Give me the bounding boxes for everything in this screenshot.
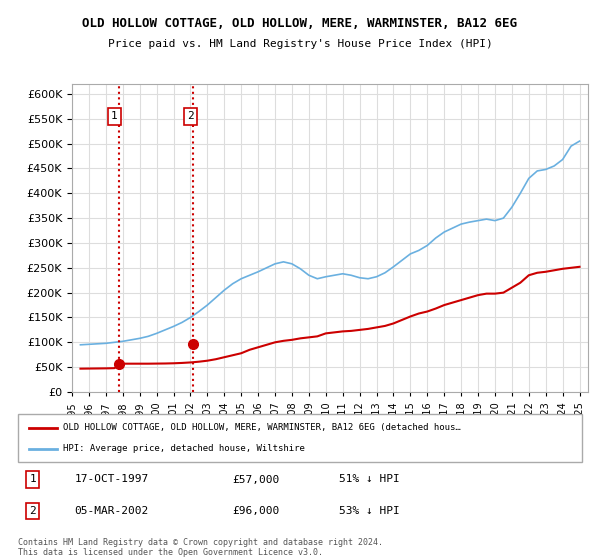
Text: 1: 1 [111, 111, 118, 122]
Text: 2: 2 [29, 506, 36, 516]
Text: 2: 2 [187, 111, 194, 122]
Text: 05-MAR-2002: 05-MAR-2002 [74, 506, 149, 516]
Text: 53% ↓ HPI: 53% ↓ HPI [340, 506, 400, 516]
Text: Price paid vs. HM Land Registry's House Price Index (HPI): Price paid vs. HM Land Registry's House … [107, 39, 493, 49]
Text: OLD HOLLOW COTTAGE, OLD HOLLOW, MERE, WARMINSTER, BA12 6EG: OLD HOLLOW COTTAGE, OLD HOLLOW, MERE, WA… [83, 17, 517, 30]
Text: OLD HOLLOW COTTAGE, OLD HOLLOW, MERE, WARMINSTER, BA12 6EG (detached hous…: OLD HOLLOW COTTAGE, OLD HOLLOW, MERE, WA… [63, 423, 461, 432]
Text: £57,000: £57,000 [232, 474, 280, 484]
Text: Contains HM Land Registry data © Crown copyright and database right 2024.
This d: Contains HM Land Registry data © Crown c… [18, 538, 383, 557]
Text: £96,000: £96,000 [232, 506, 280, 516]
Text: HPI: Average price, detached house, Wiltshire: HPI: Average price, detached house, Wilt… [63, 444, 305, 453]
FancyBboxPatch shape [18, 414, 582, 462]
Text: 1: 1 [29, 474, 36, 484]
Text: 51% ↓ HPI: 51% ↓ HPI [340, 474, 400, 484]
Text: 17-OCT-1997: 17-OCT-1997 [74, 474, 149, 484]
